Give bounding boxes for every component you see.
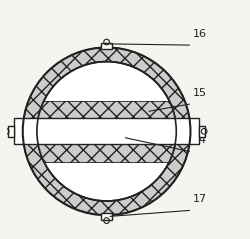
Bar: [100, 43, 112, 49]
Bar: [100, 213, 112, 220]
Text: 15: 15: [192, 88, 206, 98]
Bar: [37, 101, 175, 118]
Text: 17: 17: [192, 194, 206, 204]
Bar: [8, 126, 14, 137]
Text: 14: 14: [192, 135, 206, 145]
Bar: [14, 118, 198, 144]
Bar: [37, 144, 175, 162]
Bar: [198, 126, 204, 137]
Circle shape: [23, 48, 190, 215]
Text: 16: 16: [192, 29, 206, 39]
Circle shape: [37, 62, 175, 201]
